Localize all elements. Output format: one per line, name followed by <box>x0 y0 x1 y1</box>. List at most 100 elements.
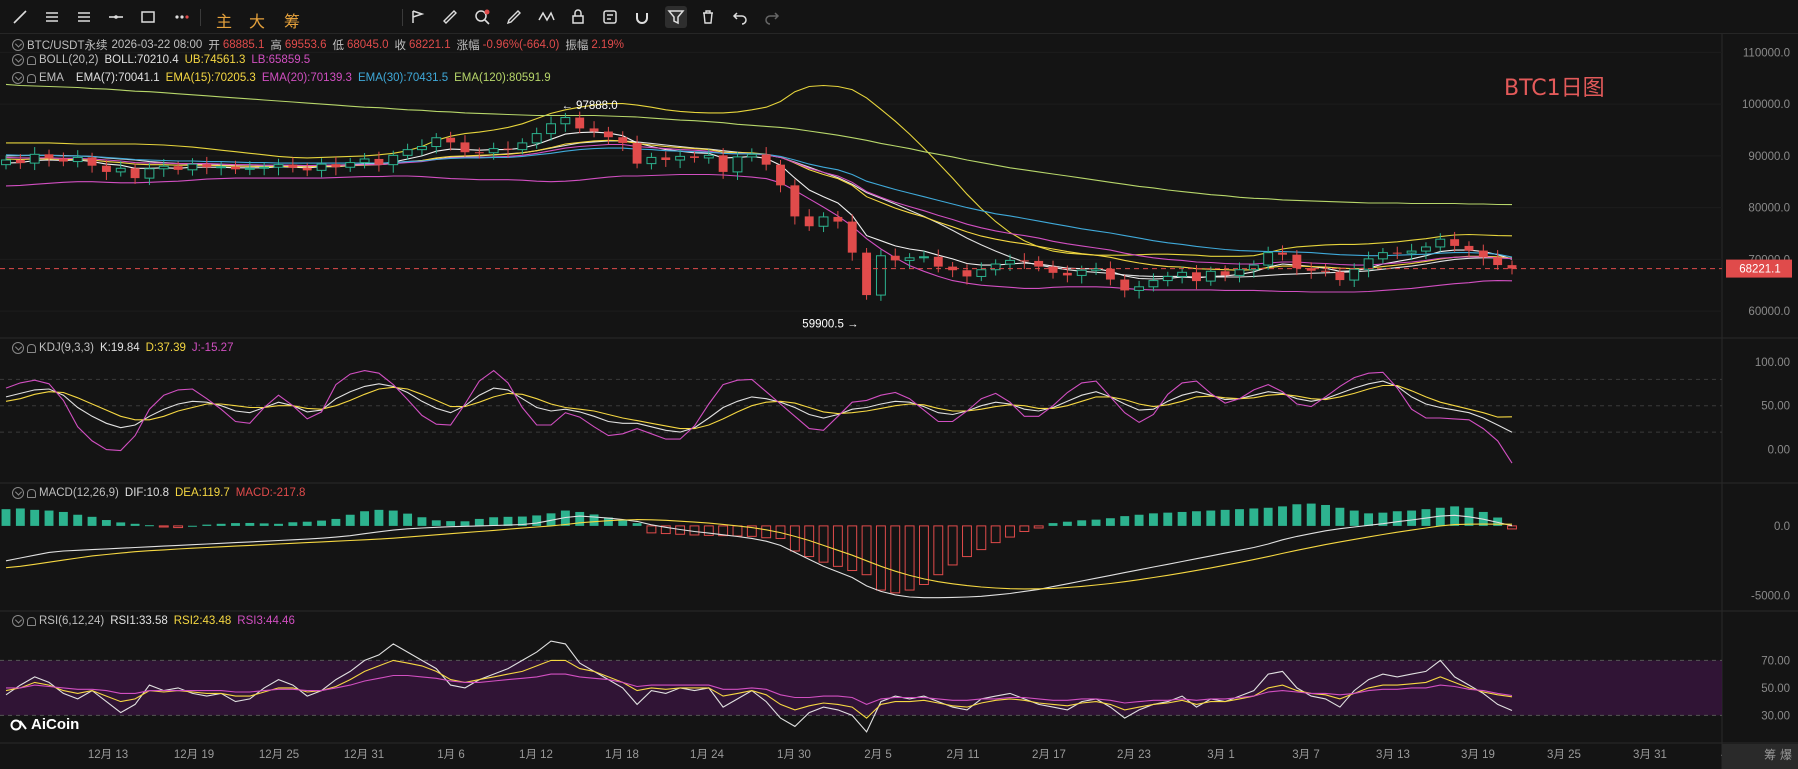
candle-body <box>589 128 599 132</box>
main-chart-button[interactable]: 主 <box>216 12 233 31</box>
candle-body <box>1091 268 1102 271</box>
bell-icon[interactable] <box>27 616 36 626</box>
macd-histogram-bar <box>1105 518 1115 526</box>
candle-body <box>58 158 68 162</box>
bell-icon[interactable] <box>27 488 36 498</box>
collapse-icon[interactable] <box>12 342 24 354</box>
candle-body <box>1349 268 1360 281</box>
candle-body <box>531 133 542 144</box>
collapse-icon[interactable] <box>12 615 24 627</box>
macd-histogram-bar <box>130 523 140 526</box>
fib-icon[interactable] <box>41 6 63 28</box>
x-tick-label: 1月 30 <box>777 749 811 761</box>
undo-icon[interactable] <box>729 6 751 28</box>
candle-body <box>560 117 571 125</box>
candle-body <box>87 157 97 166</box>
macd-dea: DEA:119.7 <box>175 487 230 499</box>
rsi1-line <box>5 640 1513 733</box>
macd-histogram-bar <box>1507 525 1517 530</box>
rsi3-line <box>6 673 1513 705</box>
macd-histogram-bar <box>1306 503 1316 526</box>
pattern-icon[interactable] <box>535 6 557 28</box>
redo-icon[interactable] <box>761 6 783 28</box>
ema-legend: EMA EMA(7):70041.1 EMA(15):70205.3 EMA(2… <box>12 72 557 84</box>
macd-histogram-bar <box>216 523 226 526</box>
collapse-icon[interactable] <box>12 54 24 66</box>
trash-icon[interactable] <box>697 6 719 28</box>
brush-icon[interactable] <box>407 6 429 28</box>
macd-histogram-bar <box>962 525 972 558</box>
lock-icon[interactable] <box>567 6 589 28</box>
bell-icon[interactable] <box>27 55 36 65</box>
candle-body <box>1478 250 1488 258</box>
ema120-line <box>5 83 1513 206</box>
candle-body <box>1363 258 1374 270</box>
macd-histogram-bar <box>1278 506 1287 526</box>
candle-body <box>173 166 183 170</box>
bottom-right-tools[interactable]: 筹 爆 <box>1764 748 1792 762</box>
macd-histogram-bar <box>990 525 1001 544</box>
bell-icon[interactable] <box>27 343 36 353</box>
candle-body <box>918 256 929 259</box>
macd-histogram-bar <box>44 510 54 526</box>
candle-body <box>818 216 829 227</box>
collapse-icon[interactable] <box>12 39 24 51</box>
macd-histogram-bar <box>360 511 370 526</box>
candle-body <box>231 166 240 170</box>
candle-body <box>273 164 284 168</box>
kdj-k-line <box>5 380 1513 433</box>
collapse-icon[interactable] <box>12 72 24 84</box>
boll-lb: LB:65859.5 <box>251 54 311 66</box>
candle-body <box>603 131 613 138</box>
x-tick-label: 1月 18 <box>605 749 639 761</box>
parallel-icon[interactable] <box>73 6 95 28</box>
kdj-j-line <box>5 369 1513 464</box>
trend-line-icon[interactable] <box>9 6 31 28</box>
legend-low-label: 低 <box>332 40 344 52</box>
x-tick-label: 3月 19 <box>1461 749 1495 761</box>
candle-body <box>1420 246 1431 252</box>
rectangle-icon[interactable] <box>137 6 159 28</box>
bell-icon[interactable] <box>27 73 36 83</box>
more-icon[interactable] <box>171 6 193 28</box>
horizontal-line-icon[interactable] <box>105 6 127 28</box>
zoom-in-icon[interactable] <box>471 6 493 28</box>
measure-icon[interactable] <box>439 6 461 28</box>
magnet-icon[interactable] <box>631 6 653 28</box>
macd-histogram-bar <box>1335 507 1345 526</box>
candle-body <box>1435 238 1446 248</box>
macd-histogram-bar <box>646 525 657 534</box>
candle-body <box>833 216 843 222</box>
price-tick-label: 110000.0 <box>1743 47 1790 59</box>
x-tick-label: 12月 25 <box>259 749 299 761</box>
candle-body <box>1263 252 1274 266</box>
x-tick-label: 12月 13 <box>88 749 128 761</box>
rsi2: RSI2:43.48 <box>173 615 232 627</box>
candle-body <box>259 166 270 169</box>
candle-body <box>1220 271 1230 276</box>
macd-histogram-bar <box>789 525 800 552</box>
collapse-icon[interactable] <box>12 487 24 499</box>
candle-body <box>202 164 212 168</box>
macd-legend: MACD(12,26,9) DIF:10.8 DEA:119.7 MACD:-2… <box>12 487 311 499</box>
macd-histogram-bar <box>503 516 513 526</box>
ema120: EMA(120):80591.9 <box>454 72 551 84</box>
candle-body <box>646 156 657 165</box>
large-order-button[interactable]: 大 <box>249 12 266 31</box>
macd-histogram-bar <box>618 520 628 526</box>
legend-close-label: 收 <box>394 40 407 52</box>
price-tick-label: 90000.0 <box>1748 151 1790 163</box>
table-icon[interactable] <box>599 6 621 28</box>
macd-histogram-bar <box>1163 512 1173 526</box>
candle-body <box>446 137 456 143</box>
macd-dif: DIF:10.8 <box>124 487 169 499</box>
rsi1: RSI1:33.58 <box>110 615 168 627</box>
macd-histogram-bar <box>1321 504 1330 526</box>
legend-close: 68221.1 <box>409 39 451 51</box>
macd-histogram-bar <box>703 525 714 536</box>
filter-icon[interactable] <box>665 6 687 28</box>
chip-distribution-button[interactable]: 筹 <box>284 12 301 31</box>
rsi2-line <box>5 659 1513 719</box>
candle-body <box>216 166 227 169</box>
pen-icon[interactable] <box>503 6 525 28</box>
